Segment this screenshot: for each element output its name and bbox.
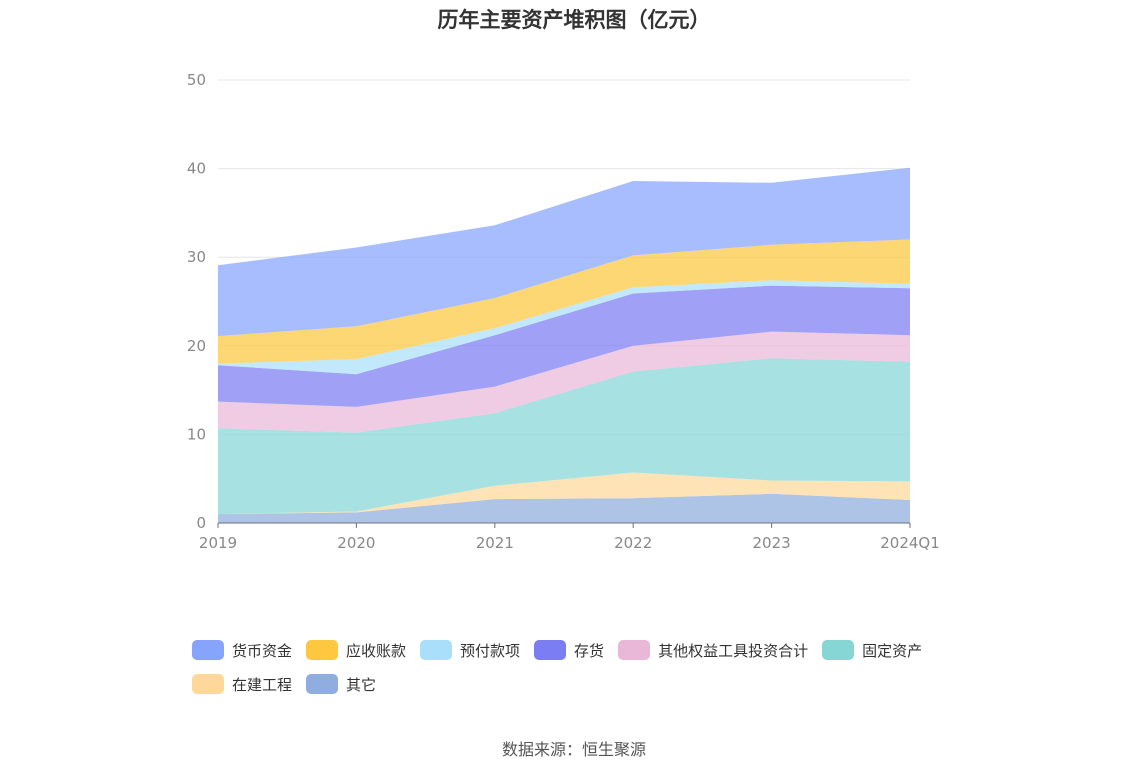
y-tick-label: 0 xyxy=(196,514,206,532)
area-series-3 xyxy=(218,331,910,433)
x-tick-label: 2022 xyxy=(614,534,652,552)
legend-label: 存货 xyxy=(574,641,605,660)
legend-label: 在建工程 xyxy=(232,675,293,694)
legend-item[interactable]: 其他权益工具投资合计 xyxy=(618,638,808,662)
legend-swatch xyxy=(534,640,567,660)
legend-swatch xyxy=(192,640,224,660)
y-tick-label: 10 xyxy=(187,425,206,443)
legend-label: 其他权益工具投资合计 xyxy=(658,641,809,660)
x-tick-label: 2023 xyxy=(753,534,791,552)
legend-label: 预付款项 xyxy=(460,641,521,660)
y-tick-label: 50 xyxy=(187,71,206,89)
y-tick-label: 30 xyxy=(187,248,206,266)
legend-label: 其它 xyxy=(346,675,377,694)
legend-item[interactable]: 固定资产 xyxy=(822,638,922,662)
legend-swatch xyxy=(420,640,453,660)
x-tick-label: 2019 xyxy=(199,534,237,552)
area-series-0 xyxy=(218,493,910,523)
chart-title: 历年主要资产堆积图（亿元） xyxy=(437,8,711,32)
legend-label: 应收账款 xyxy=(346,641,407,660)
legend-item[interactable]: 货币资金 xyxy=(192,638,292,662)
legend-item[interactable]: 应收账款 xyxy=(306,638,406,662)
area-series-6 xyxy=(218,239,910,364)
x-tick-label: 2020 xyxy=(337,534,375,552)
area-series-2 xyxy=(218,358,910,515)
data-source-note: 数据来源：恒生聚源 xyxy=(501,740,646,759)
legend-swatch xyxy=(618,640,651,660)
area-series-4 xyxy=(218,285,910,407)
area-series-1 xyxy=(218,472,910,515)
legend-swatch xyxy=(306,640,339,660)
y-tick-label: 40 xyxy=(187,160,206,178)
x-tick-label: 2021 xyxy=(476,534,514,552)
legend-label: 固定资产 xyxy=(862,641,923,660)
y-tick-label: 20 xyxy=(187,337,206,355)
chart-legend: 货币资金 应收账款 预付款项 存货 其他权益工具投资合计 固定资产在建工程 其它 xyxy=(192,638,982,696)
stacked-area-chart: 0 10 20 30 40 50 2019 2020 2021 2022 2023 2024Q1 xyxy=(187,71,940,552)
x-tick-label: 2024Q1 xyxy=(880,534,940,552)
area-series-5 xyxy=(218,280,910,375)
legend-label: 货币资金 xyxy=(232,641,293,660)
legend-swatch xyxy=(306,674,339,694)
area-series-7 xyxy=(218,167,910,337)
legend-item[interactable]: 预付款项 xyxy=(420,638,520,662)
legend-item[interactable]: 存货 xyxy=(534,638,604,662)
legend-item[interactable]: 其它 xyxy=(306,672,376,696)
legend-swatch xyxy=(822,640,855,660)
legend-item[interactable]: 在建工程 xyxy=(192,672,292,696)
legend-swatch xyxy=(192,674,224,694)
